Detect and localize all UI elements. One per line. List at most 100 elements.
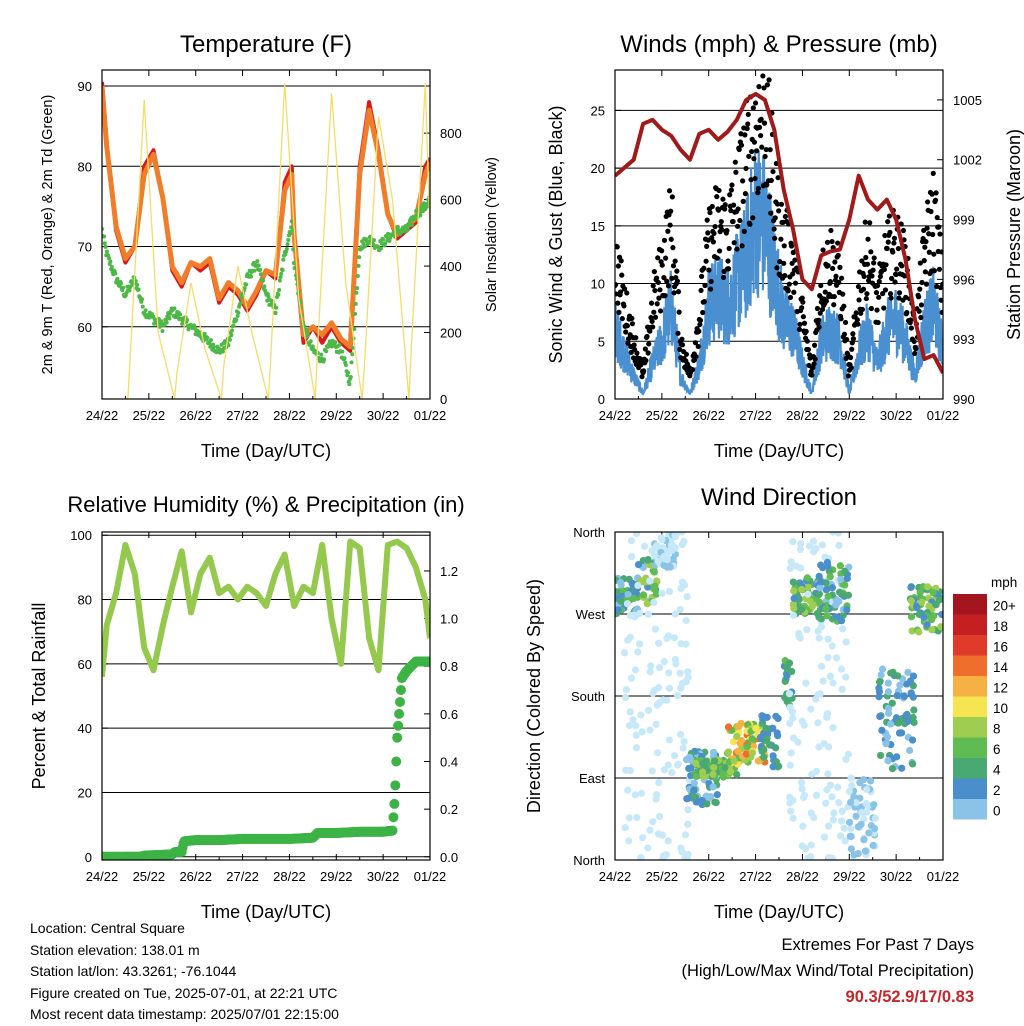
direction-point <box>676 730 685 739</box>
direction-point <box>615 588 621 596</box>
gust-point <box>749 148 755 155</box>
gust-point <box>659 248 665 254</box>
direction-point <box>812 544 820 553</box>
direction-point <box>774 714 782 723</box>
gust-point <box>785 288 791 294</box>
gust-point <box>709 203 715 210</box>
direction-point <box>876 712 884 721</box>
direction-point <box>665 587 674 596</box>
gust-point <box>844 336 850 343</box>
direction-point <box>837 575 845 584</box>
gust-point <box>646 341 652 347</box>
dewpoint-point <box>357 255 362 260</box>
gust-point <box>675 330 681 336</box>
gust-point <box>921 258 927 264</box>
dewpoint-point <box>256 263 261 268</box>
gust-point <box>772 235 778 241</box>
x-tick-label: 27/22 <box>739 408 772 423</box>
dewpoint-point <box>310 344 315 349</box>
gust-point <box>881 305 887 311</box>
x-tick-label: 30/22 <box>367 869 400 884</box>
direction-point <box>823 612 831 620</box>
direction-point <box>818 541 827 549</box>
dewpoint-point <box>403 224 408 229</box>
direction-point <box>789 814 797 822</box>
gust-point <box>774 265 780 271</box>
dewpoint-point <box>346 370 350 375</box>
gust-point <box>836 279 842 286</box>
gust-point <box>657 287 663 293</box>
direction-point <box>842 755 850 763</box>
direction-point <box>887 669 895 677</box>
dewpoint-point <box>322 357 327 362</box>
direction-point <box>709 770 717 778</box>
dewpoint-point <box>258 267 263 272</box>
direction-point <box>909 672 918 680</box>
gust-point <box>831 302 837 308</box>
gust-point <box>719 226 725 233</box>
y-tick-label: 10 <box>591 277 605 292</box>
gust-point <box>850 331 856 337</box>
gust-point <box>651 269 657 275</box>
gust-point <box>764 182 770 188</box>
direction-point <box>858 808 866 816</box>
gust-point <box>725 258 731 264</box>
y2-tick-label: 0 <box>440 392 447 407</box>
direction-point <box>870 824 879 833</box>
gust-point <box>865 277 872 284</box>
gust-point <box>726 245 732 252</box>
pressure-line <box>615 91 943 375</box>
direction-point <box>800 791 808 799</box>
gust-point <box>809 372 815 378</box>
gust-point <box>696 328 702 334</box>
gust-point <box>777 259 783 265</box>
direction-point <box>627 674 635 682</box>
y2-tick-label: 0.2 <box>440 802 458 817</box>
direction-point <box>790 587 798 595</box>
gust-point <box>695 343 701 350</box>
direction-point <box>674 761 682 769</box>
direction-point <box>835 541 843 549</box>
gust-point <box>641 368 647 374</box>
gust-point <box>615 300 621 306</box>
y2-tick-label: 600 <box>440 193 462 208</box>
gust-point <box>863 254 869 261</box>
y2-tick-label: 0.0 <box>440 850 458 865</box>
direction-point <box>906 746 914 755</box>
dewpoint-point <box>280 268 285 273</box>
gust-point <box>819 306 826 313</box>
direction-point <box>825 743 833 751</box>
direction-point <box>844 591 853 599</box>
direction-point <box>884 688 892 696</box>
gust-point <box>761 85 767 91</box>
gust-point <box>865 236 871 242</box>
direction-point <box>884 757 892 765</box>
gust-point <box>661 275 667 281</box>
gust-point <box>763 146 769 153</box>
gust-point <box>781 243 787 249</box>
plot-area <box>615 73 943 396</box>
y-tick-label: 100 <box>70 528 92 543</box>
direction-point <box>815 598 824 607</box>
direction-point <box>863 785 871 794</box>
gust-point <box>720 274 727 281</box>
gust-point <box>797 321 803 327</box>
gust-point <box>740 178 746 184</box>
direction-point <box>692 759 700 768</box>
direction-point <box>681 831 690 839</box>
gust-point <box>625 336 632 342</box>
gust-point <box>883 262 889 268</box>
y-tick-label: North <box>573 853 605 868</box>
gust-point <box>670 245 676 251</box>
direction-point <box>907 613 916 621</box>
gust-point <box>871 260 877 266</box>
rainfall-point <box>395 685 406 696</box>
gust-point <box>624 290 630 296</box>
direction-point <box>896 681 904 689</box>
legend-swatch <box>953 614 987 635</box>
direction-point <box>817 578 825 586</box>
rh-line <box>102 538 430 677</box>
y-tick-label: North <box>573 525 605 540</box>
direction-point <box>651 625 659 633</box>
gust-point <box>869 273 875 279</box>
